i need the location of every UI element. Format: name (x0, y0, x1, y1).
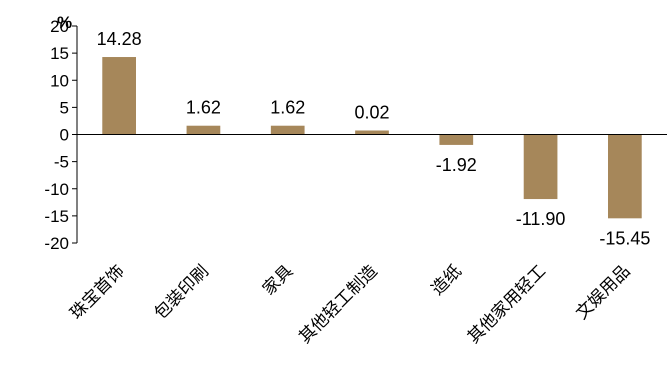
bar (270, 125, 305, 135)
category-label: 包装印刷 (151, 261, 213, 323)
y-tick-label: 20 (50, 17, 69, 36)
category-label: 其他轻工制造 (295, 261, 381, 347)
bar (186, 125, 221, 135)
data-label: -1.92 (436, 155, 477, 175)
data-label: 0.02 (354, 103, 389, 123)
data-labels: 14.28 1.62 1.62 0.02 -1.92 -11.90 -15.45 (97, 29, 651, 248)
category-label: 文娱用品 (572, 261, 634, 323)
bar (355, 130, 389, 135)
bars (102, 57, 642, 219)
bar (523, 134, 558, 200)
y-tick-label: -10 (44, 180, 69, 199)
y-tick-label: -15 (44, 207, 69, 226)
y-tick-label: 15 (50, 44, 69, 63)
y-tick-label: -5 (54, 153, 69, 172)
bar (608, 134, 642, 219)
data-label: 1.62 (270, 98, 305, 118)
category-label: 其他家用轻工 (464, 261, 550, 347)
data-label: -15.45 (599, 228, 650, 248)
category-label: 家具 (259, 261, 297, 299)
bar (439, 134, 474, 145)
y-tick-label: 10 (50, 71, 69, 90)
y-tick-label: 0 (60, 126, 69, 145)
y-tick-label: -20 (44, 234, 69, 253)
data-label: 14.28 (97, 29, 142, 49)
data-label: -11.90 (516, 209, 566, 229)
y-axis-ticks: 20 15 10 5 0 -5 -10 -15 -20 (44, 17, 77, 253)
category-label: 造纸 (428, 261, 466, 299)
y-axis-unit-label: % (57, 13, 72, 32)
bar (102, 57, 136, 135)
axes (76, 26, 667, 243)
category-label: 珠宝首饰 (66, 261, 128, 323)
y-tick-label: 5 (60, 98, 69, 117)
data-label: 1.62 (186, 98, 221, 118)
